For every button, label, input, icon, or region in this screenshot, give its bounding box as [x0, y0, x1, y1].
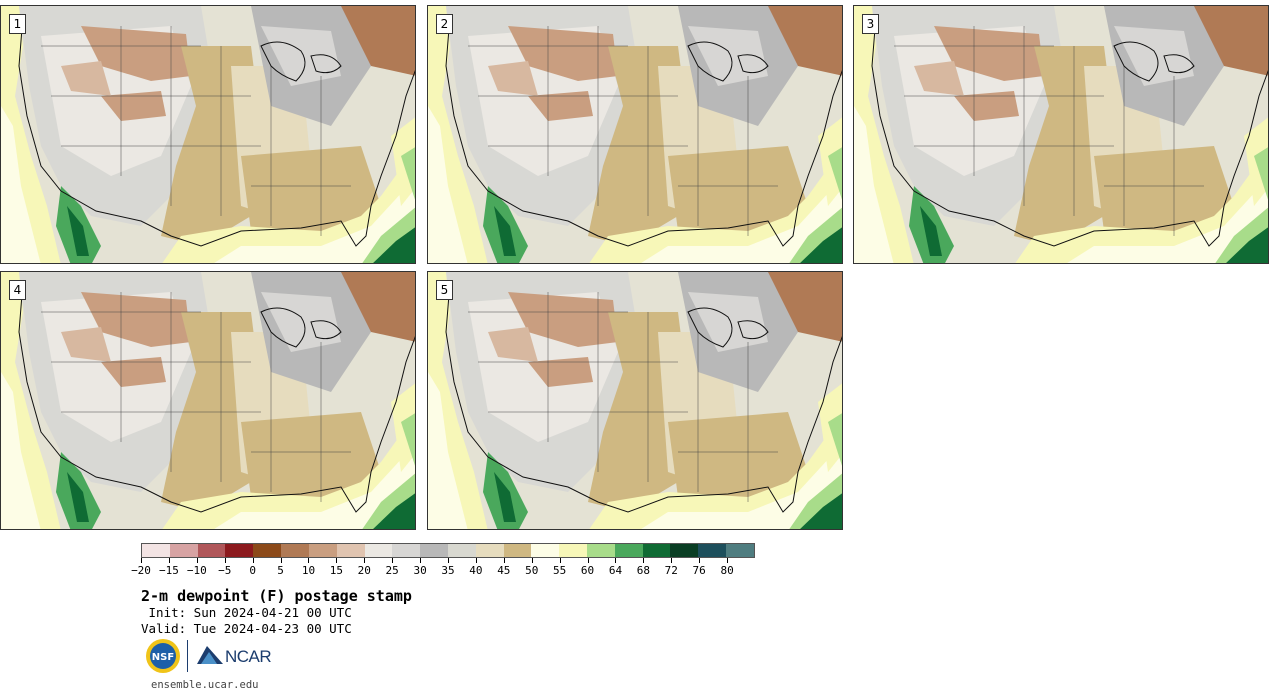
colorbar-tick-label: 20 — [357, 564, 371, 577]
panel-number-label: 4 — [9, 280, 26, 300]
stamp-panel-4: 4 — [0, 271, 416, 530]
colorbar-tick — [392, 558, 394, 563]
colorbar-tick — [727, 558, 729, 563]
colorbar-segment — [169, 544, 198, 557]
colorbar-tick-label: 10 — [301, 564, 316, 577]
colorbar-tick — [420, 558, 422, 563]
colorbar-tick — [336, 558, 338, 563]
colorbar-tick — [559, 558, 561, 563]
stamp-panel-3: 3 — [853, 5, 1269, 264]
panel-number-label: 1 — [9, 14, 26, 34]
colorbar-segment — [364, 544, 393, 557]
colorbar-tick — [699, 558, 701, 563]
colorbar-tick — [308, 558, 310, 563]
panel-number-label: 5 — [436, 280, 453, 300]
colorbar-segment — [197, 544, 226, 557]
colorbar-tick-label: 80 — [720, 564, 734, 577]
colorbar-segment — [308, 544, 337, 557]
stamp-panel-2: 2 — [427, 5, 843, 264]
colorbar-tick — [643, 558, 645, 563]
panel-number-label: 3 — [862, 14, 879, 34]
colorbar-tick — [252, 558, 254, 563]
colorbar-tick-label: 76 — [692, 564, 706, 577]
colorbar-tick-label: 5 — [277, 564, 284, 577]
colorbar-tick — [168, 558, 170, 563]
colorbar-segment — [559, 544, 587, 557]
footer-url: ensemble.ucar.edu — [151, 679, 259, 691]
colorbar-tick-label: 45 — [497, 564, 511, 577]
colorbar-tick-label: −15 — [158, 564, 179, 577]
colorbar-tick — [196, 558, 198, 563]
nsf-logo-icon: NSF — [146, 639, 180, 673]
dewpoint-map-3 — [854, 6, 1268, 263]
colorbar-segment — [336, 544, 365, 557]
ncar-logo-text: NCAR — [225, 647, 272, 666]
colorbar-tick — [141, 558, 142, 563]
stamp-panel-1: 1 — [0, 5, 416, 264]
colorbar-segment — [447, 544, 476, 557]
dewpoint-map-5 — [428, 272, 842, 529]
colorbar-segment — [614, 544, 643, 557]
colorbar-tick — [503, 558, 505, 563]
colorbar-segment — [726, 544, 754, 557]
colorbar-segment — [642, 544, 671, 557]
dewpoint-map-4 — [1, 272, 415, 529]
chart-title: 2-m dewpoint (F) postage stamp — [141, 587, 412, 605]
colorbar-tick-label: −5 — [218, 564, 232, 577]
colorbar-segment — [587, 544, 615, 557]
colorbar-tick-label: −10 — [186, 564, 207, 577]
colorbar-tick-label: 25 — [385, 564, 399, 577]
colorbar-tick-label: 40 — [469, 564, 483, 577]
init-time: Init: Sun 2024-04-21 00 UTC — [141, 605, 352, 620]
logo-divider — [187, 640, 188, 672]
colorbar-tick — [364, 558, 366, 563]
colorbar-tick-label: 72 — [664, 564, 678, 577]
colorbar-tick-label: 30 — [413, 564, 427, 577]
colorbar-tick — [587, 558, 589, 563]
colorbar-segment — [420, 544, 448, 557]
colorbar-tick — [280, 558, 282, 563]
colorbar-tick — [448, 558, 449, 563]
colorbar-tick-label: 15 — [329, 564, 343, 577]
sponsor-logos: NSF NCAR — [145, 638, 275, 674]
nsf-logo-text: NSF — [152, 652, 174, 663]
colorbar-segment — [142, 544, 170, 557]
colorbar-tick-label: 60 — [580, 564, 595, 577]
panel-number-label: 2 — [436, 14, 453, 34]
colorbar-tick-label: 0 — [249, 564, 256, 577]
colorbar-segment — [392, 544, 421, 557]
colorbar-tick-label: 68 — [636, 564, 650, 577]
colorbar-tick-label: 50 — [525, 564, 539, 577]
colorbar-ticks: −20 −15 −10 −5 0 5 10 15 20 25 30 35 40 45 50 55 60 64 68 7… — [131, 558, 755, 578]
colorbar-tick-label: −20 — [131, 564, 151, 577]
dewpoint-map-1 — [1, 6, 415, 263]
colorbar-segment — [503, 544, 532, 557]
colorbar-segment — [698, 544, 727, 557]
colorbar-segment — [670, 544, 699, 557]
colorbar-tick-label: 35 — [441, 564, 455, 577]
ncar-mark-icon — [197, 646, 223, 664]
valid-time: Valid: Tue 2024-04-23 00 UTC — [141, 621, 352, 636]
colorbar-segment — [281, 544, 309, 557]
colorbar-tick — [671, 558, 673, 563]
colorbar-segment — [531, 544, 560, 557]
colorbar-tick — [615, 558, 617, 563]
stamp-panel-5: 5 — [427, 271, 843, 530]
colorbar-segment — [475, 544, 504, 557]
colorbar-tick — [224, 558, 226, 563]
colorbar-tick-label: 64 — [608, 564, 623, 577]
colorbar-segment — [253, 544, 282, 557]
colorbar-tick — [475, 558, 477, 563]
colorbar-tick — [531, 558, 533, 563]
dewpoint-colorbar — [141, 543, 755, 558]
dewpoint-map-2 — [428, 6, 842, 263]
colorbar-tick-label: 55 — [553, 564, 567, 577]
colorbar-segment — [225, 544, 254, 557]
